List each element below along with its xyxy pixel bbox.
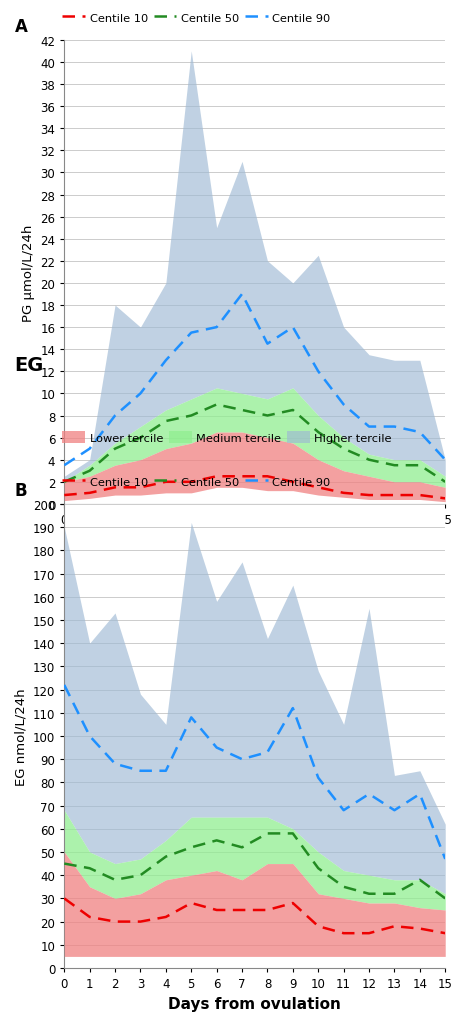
Y-axis label: PG μmol/L/24h: PG μmol/L/24h [22, 224, 35, 321]
Y-axis label: EG nmol/L/24h: EG nmol/L/24h [14, 688, 27, 785]
Text: A: A [15, 18, 28, 36]
X-axis label: Days from ovulation: Days from ovulation [168, 532, 341, 547]
Legend: Centile 10, Centile 50, Centile 90: Centile 10, Centile 50, Centile 90 [62, 476, 330, 487]
Legend: Centile 10, Centile 50, Centile 90: Centile 10, Centile 50, Centile 90 [62, 12, 330, 23]
Text: EG: EG [15, 356, 44, 375]
X-axis label: Days from ovulation: Days from ovulation [168, 996, 341, 1011]
Text: B: B [15, 482, 28, 499]
